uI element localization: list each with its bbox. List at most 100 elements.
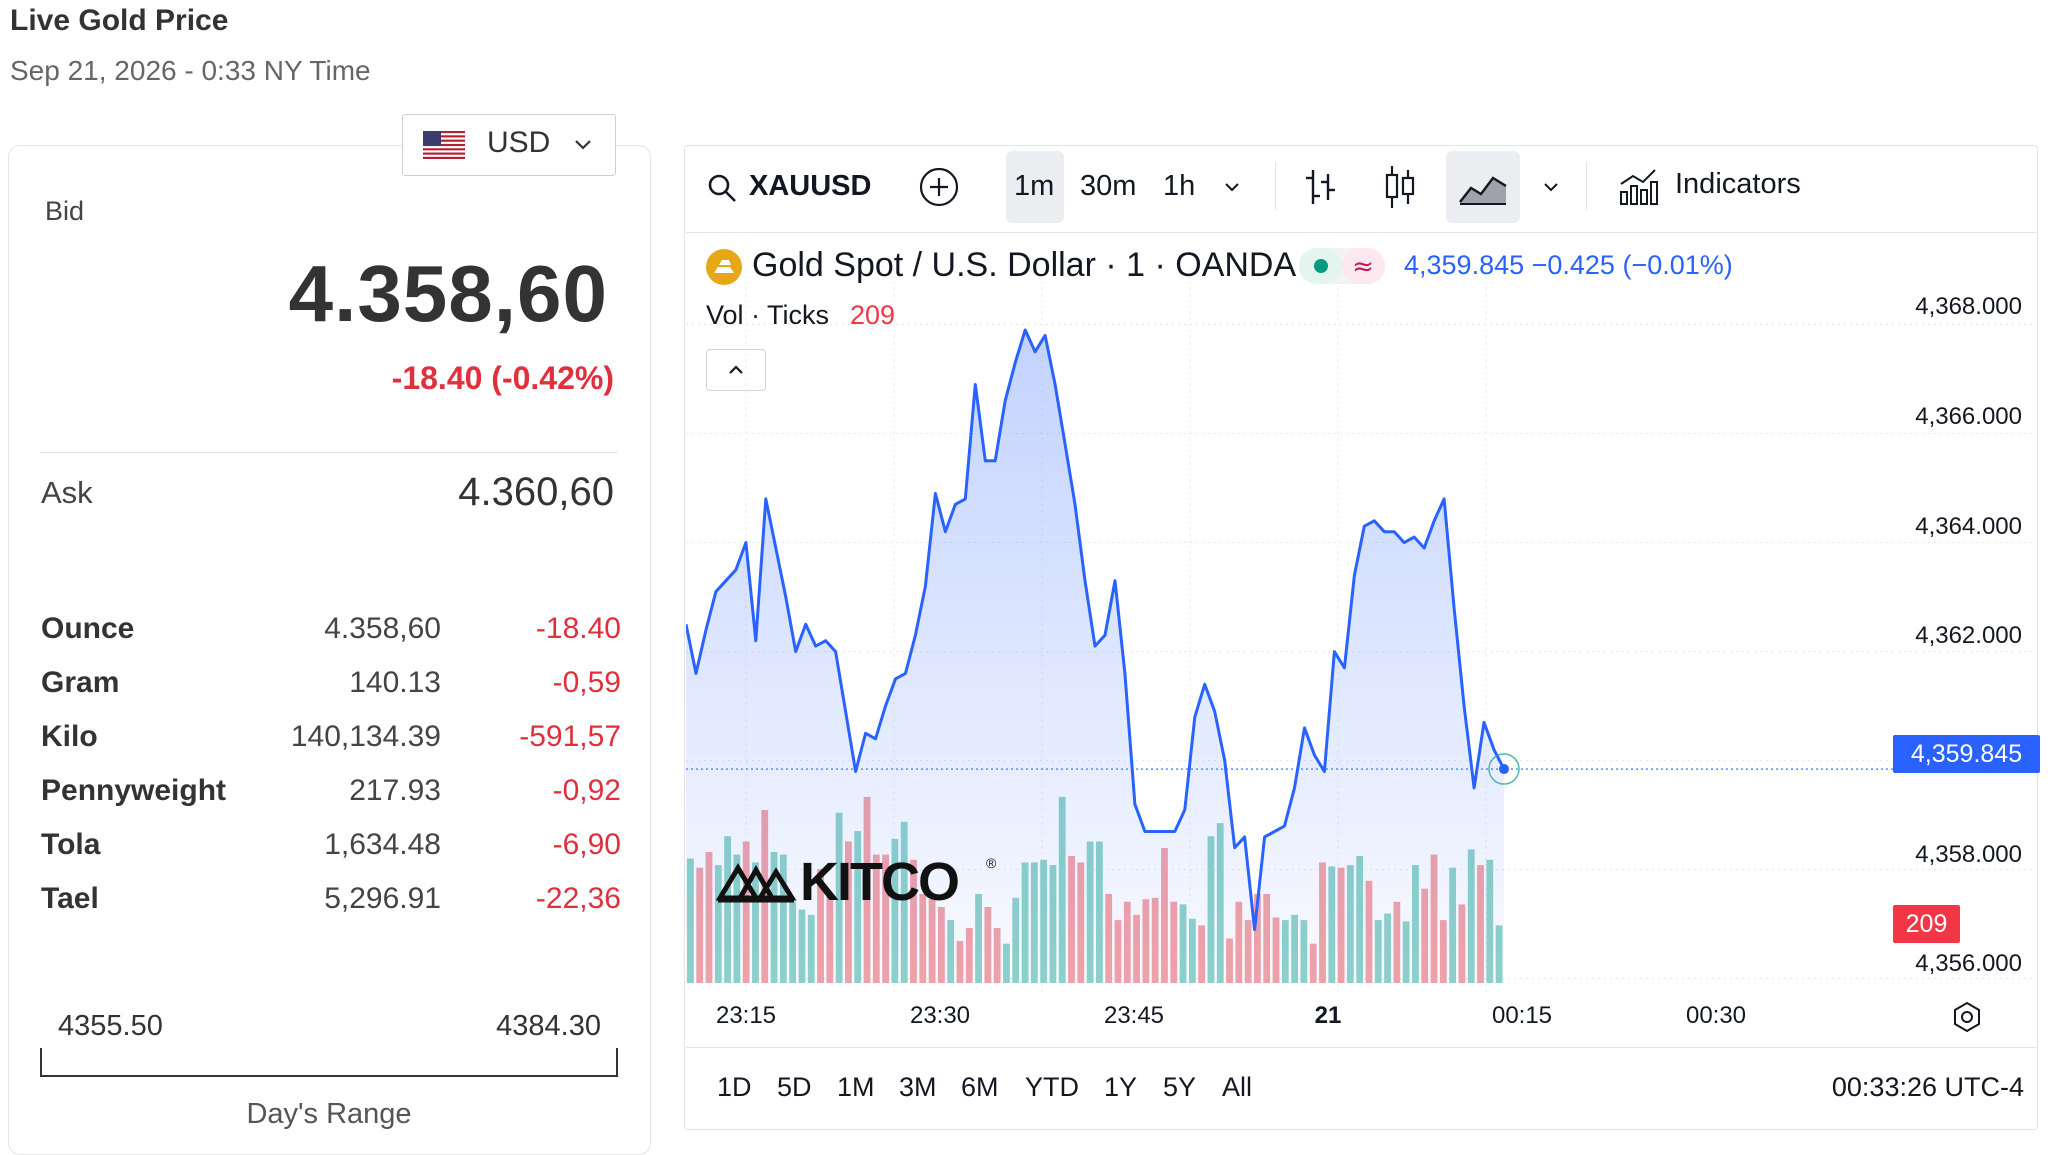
last-price-dot (1499, 764, 1509, 775)
unit-row-pennyweight: Pennyweight 217.93 -0,92 (41, 774, 621, 818)
last-price-halo (1488, 753, 1520, 785)
unit-row-gram: Gram 140.13 -0,59 (41, 666, 621, 710)
range-1d[interactable]: 1D (717, 1072, 752, 1102)
range-ytd[interactable]: YTD (1025, 1072, 1079, 1102)
currency-label: USD (487, 126, 551, 159)
range-5d[interactable]: 5D (777, 1072, 812, 1102)
chart-type-active-bg (1446, 151, 1520, 223)
unit-change: -591,57 (519, 720, 621, 753)
price-area (686, 330, 1504, 983)
chevron-up-icon (729, 365, 743, 374)
unit-name: Ounce (41, 612, 135, 645)
gold-coin-icon (706, 249, 742, 285)
divider (686, 232, 2036, 233)
y-tick-label: 4,366.000 (1915, 403, 2022, 430)
y-tick-label: 4,356.000 (1915, 950, 2022, 977)
indicators-button[interactable]: Indicators (1675, 168, 1801, 200)
series-title: Gold Spot / U.S. Dollar · 1 · OANDA (752, 246, 1297, 284)
market-status-icon[interactable]: ≈ (1299, 248, 1385, 284)
candlestick-icon[interactable] (1383, 164, 1417, 210)
collapse-legend-button[interactable] (706, 349, 766, 391)
range-1y[interactable]: 1Y (1104, 1072, 1138, 1102)
svg-text:≈: ≈ (1352, 252, 1374, 282)
x-tick-label: 23:15 (715, 1002, 777, 1029)
page-title: Live Gold Price (10, 4, 229, 37)
unit-name: Gram (41, 666, 120, 699)
symbol-search[interactable]: XAUUSD (749, 170, 872, 202)
plus-circle-icon[interactable] (918, 166, 960, 208)
last-price-badge: 4,359.845 (1893, 735, 2040, 773)
volume-label: Vol · Ticks (706, 300, 830, 330)
y-tick-label: 4,364.000 (1915, 513, 2022, 540)
timeframe-1m[interactable]: 1m (1014, 170, 1055, 202)
day-range-bar (40, 1048, 618, 1077)
indicators-icon[interactable] (1617, 166, 1659, 208)
unit-change: -22,36 (535, 882, 621, 915)
unit-row-kilo: Kilo 140,134.39 -591,57 (41, 720, 621, 764)
range-all[interactable]: All (1222, 1072, 1253, 1102)
us-flag-icon (423, 131, 465, 159)
divider (40, 452, 618, 453)
bid-value: 4.358,60 (288, 249, 608, 338)
day-range-low: 4355.50 (58, 1010, 163, 1042)
unit-name: Pennyweight (41, 774, 227, 807)
bid-label: Bid (45, 196, 85, 226)
price-chart[interactable] (686, 270, 2036, 995)
y-tick-label: 4,368.000 (1915, 293, 2022, 320)
search-icon[interactable] (706, 172, 738, 204)
price-line (686, 328, 1506, 932)
timeframe-1h[interactable]: 1h (1163, 170, 1196, 202)
x-tick-label: 23:30 (909, 1002, 971, 1029)
range-5y[interactable]: 5Y (1163, 1072, 1197, 1102)
unit-change: -0,92 (552, 774, 621, 807)
unit-price: 217.93 (349, 774, 441, 807)
svg-text:KITCO: KITCO (800, 852, 958, 904)
range-3m[interactable]: 3M (899, 1072, 937, 1102)
y-tick-label: 4,358.000 (1915, 841, 2022, 868)
unit-price: 140.13 (349, 666, 441, 699)
chevron-down-icon (575, 140, 591, 150)
unit-row-tael: Tael 5,296.91 -22,36 (41, 882, 621, 926)
unit-change: -6,90 (552, 828, 621, 861)
ask-value: 4.360,60 (458, 470, 614, 514)
chart-panel (684, 145, 2038, 1130)
unit-name: Tael (41, 882, 99, 915)
toolbar-separator (1586, 162, 1587, 210)
unit-change: -0,59 (552, 666, 621, 699)
x-tick-label: 00:15 (1491, 1002, 1553, 1029)
unit-name: Tola (41, 828, 101, 861)
day-range-high: 4384.30 (496, 1010, 601, 1042)
unit-price: 4.358,60 (324, 612, 441, 645)
y-tick-label: 4,362.000 (1915, 622, 2022, 649)
timeframe-30m[interactable]: 30m (1080, 170, 1137, 202)
x-tick-label: 21 (1314, 1002, 1342, 1029)
kitco-logo: KITCO ® (716, 852, 997, 904)
unit-row-ounce: Ounce 4.358,60 -18.40 (41, 612, 621, 656)
last-volume-badge: 209 (1893, 905, 1960, 943)
unit-row-tola: Tola 1,634.48 -6,90 (41, 828, 621, 872)
chevron-down-icon[interactable] (1221, 176, 1243, 198)
chevron-down-icon[interactable] (1540, 176, 1562, 198)
unit-name: Kilo (41, 720, 98, 753)
x-tick-label: 00:30 (1685, 1002, 1747, 1029)
currency-select[interactable]: USD (402, 114, 616, 176)
day-range-label: Day's Range (246, 1098, 412, 1130)
settings-icon[interactable] (1950, 1000, 1984, 1034)
divider (686, 1047, 2036, 1048)
page-subtitle: Sep 21, 2026 - 0:33 NY Time (10, 55, 371, 86)
unit-change: -18.40 (535, 612, 621, 645)
area-chart-icon[interactable] (1457, 166, 1509, 208)
x-tick-label: 23:45 (1103, 1002, 1165, 1029)
bar-chart-icon[interactable] (1302, 166, 1338, 208)
unit-price: 1,634.48 (324, 828, 441, 861)
timeframe-active-bg (1006, 151, 1064, 223)
legend-price: 4,359.845 −0.425 (−0.01%) (1404, 250, 1733, 280)
svg-text:®: ® (986, 855, 997, 871)
chart-clock: 00:33:26 UTC-4 (1831, 1072, 2024, 1102)
unit-price: 140,134.39 (290, 720, 441, 753)
unit-price: 5,296.91 (324, 882, 441, 915)
bid-change: -18.40 (-0.42%) (391, 360, 614, 396)
range-1m[interactable]: 1M (837, 1072, 875, 1102)
range-6m[interactable]: 6M (961, 1072, 999, 1102)
toolbar-separator (1275, 162, 1276, 210)
